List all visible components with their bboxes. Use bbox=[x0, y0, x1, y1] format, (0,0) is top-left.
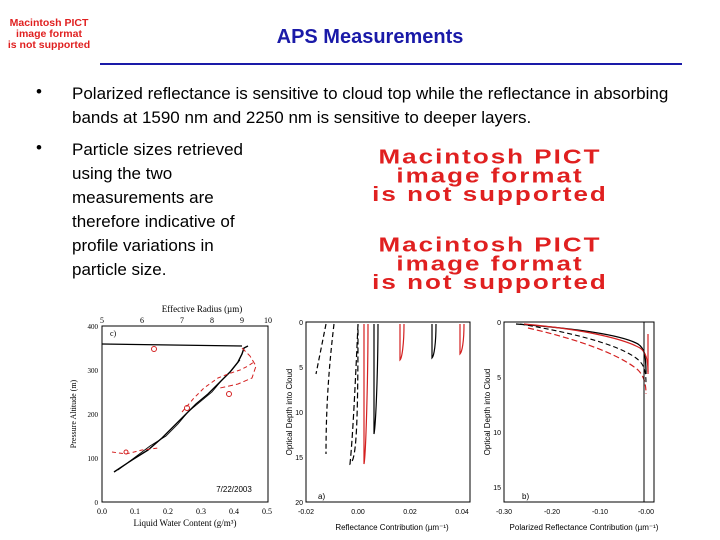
y-tick: 5 bbox=[299, 365, 303, 372]
y-tick: 10 bbox=[493, 430, 501, 437]
y-tick: 20 bbox=[295, 500, 303, 507]
data-point bbox=[226, 391, 232, 397]
top-tick: 6 bbox=[140, 316, 144, 325]
x-tick: -0.00 bbox=[638, 509, 654, 516]
bottom-tick: 0.0 bbox=[97, 507, 107, 516]
polarized-curve-red bbox=[523, 323, 649, 373]
polarized-curve bbox=[519, 323, 647, 385]
y-tick: 200 bbox=[88, 411, 99, 419]
top-tick: 9 bbox=[240, 316, 244, 325]
slide-title: APS Measurements bbox=[276, 26, 464, 48]
x-tick: -0.20 bbox=[544, 509, 560, 516]
x-axis-label: Reflectance Contribution (µm⁻¹) bbox=[335, 523, 449, 532]
x-tick: 0.04 bbox=[455, 509, 469, 516]
top-tick: 10 bbox=[264, 316, 272, 325]
panel-label: c) bbox=[110, 329, 117, 338]
bullet-text: Polarized reflectance is sensitive to cl… bbox=[72, 84, 669, 127]
y-axis-label: Optical Depth into Cloud bbox=[483, 369, 492, 456]
data-point bbox=[123, 449, 129, 455]
reflectance-curve bbox=[431, 323, 437, 360]
top-axis-label: Effective Radius (µm) bbox=[162, 304, 243, 314]
pict-placeholder-small: Macintosh PICT image format is not suppo… bbox=[4, 17, 94, 52]
reflectance-curve-red bbox=[399, 323, 405, 362]
profile-trace bbox=[101, 343, 243, 347]
reflectance-curve bbox=[373, 323, 379, 435]
y-tick: 100 bbox=[88, 455, 99, 463]
y-tick: 15 bbox=[295, 455, 303, 462]
profile-trace-red bbox=[181, 361, 255, 413]
bottom-tick: 0.5 bbox=[262, 507, 272, 516]
bottom-tick: 0.4 bbox=[229, 507, 239, 516]
bullet-marker: • bbox=[36, 82, 42, 101]
profile-trace bbox=[117, 359, 241, 471]
panel-label: a) bbox=[318, 492, 325, 501]
bullet-text: Particle sizes retrieved using the two m… bbox=[72, 140, 244, 279]
date-label: 7/22/2003 bbox=[216, 485, 252, 494]
pict-placeholder-large: Macintosh PICT image format is not suppo… bbox=[288, 232, 692, 294]
title-rule bbox=[100, 63, 682, 65]
data-point bbox=[151, 346, 157, 352]
bottom-axis-label: Liquid Water Content (g/m³) bbox=[133, 518, 236, 528]
pict-line: image format bbox=[396, 251, 584, 275]
reflectance-plot: Optical Depth into Cloud 0 5 10 15 20 -0… bbox=[285, 320, 471, 532]
x-tick: -0.02 bbox=[298, 509, 314, 516]
bottom-tick: 0.2 bbox=[163, 507, 173, 516]
y-tick: 5 bbox=[497, 375, 501, 382]
pict-line: Macintosh PICT bbox=[378, 232, 602, 257]
reflectance-curve bbox=[349, 323, 359, 466]
plot-frame bbox=[101, 325, 269, 503]
y-tick: 10 bbox=[295, 410, 303, 417]
pict-placeholder-large: Macintosh PICT image format is not suppo… bbox=[288, 144, 692, 206]
bullet-marker: • bbox=[36, 138, 42, 157]
profile-trace-red bbox=[111, 447, 159, 455]
panel-label: b) bbox=[522, 492, 529, 501]
y-axis-label: Pressure Altitude (m) bbox=[69, 379, 78, 448]
x-tick: -0.30 bbox=[496, 509, 512, 516]
polarized-plot: Optical Depth into Cloud 0 5 10 15 -0.30… bbox=[483, 320, 659, 532]
top-tick: 8 bbox=[210, 316, 214, 325]
y-tick: 0 bbox=[497, 320, 501, 327]
x-axis-label: Polarized Reflectance Contribution (µm⁻¹… bbox=[510, 523, 659, 532]
plot-frame bbox=[503, 321, 655, 503]
bottom-tick: 0.3 bbox=[196, 507, 206, 516]
data-point bbox=[184, 405, 190, 411]
y-axis-label: Optical Depth into Cloud bbox=[285, 369, 294, 456]
reflectance-curve bbox=[315, 323, 327, 375]
pict-line: Macintosh PICT bbox=[9, 17, 89, 29]
y-tick: 0 bbox=[95, 499, 99, 507]
pict-line: is not supported bbox=[7, 39, 91, 52]
profile-plot: Effective Radius (µm) 5 6 7 8 9 10 c) 40… bbox=[69, 304, 272, 528]
y-tick: 15 bbox=[493, 485, 501, 492]
plot-frame bbox=[305, 321, 471, 503]
pict-line: is not supported bbox=[372, 182, 608, 206]
x-tick: 0.02 bbox=[403, 509, 417, 516]
profile-trace bbox=[113, 345, 249, 473]
pict-line: image format bbox=[396, 163, 584, 187]
pict-line: Macintosh PICT bbox=[378, 144, 602, 169]
profile-trace-red bbox=[219, 347, 257, 389]
x-tick: 0.00 bbox=[351, 509, 365, 516]
reflectance-curve bbox=[325, 323, 335, 455]
reflectance-curve-red bbox=[459, 323, 465, 356]
x-tick: -0.10 bbox=[592, 509, 608, 516]
pict-line: image format bbox=[16, 28, 82, 41]
top-tick: 5 bbox=[100, 316, 104, 325]
y-tick: 400 bbox=[88, 323, 99, 331]
bottom-tick: 0.1 bbox=[130, 507, 140, 516]
pict-line: is not supported bbox=[372, 270, 608, 294]
top-tick: 7 bbox=[180, 316, 184, 325]
y-tick: 300 bbox=[88, 367, 99, 375]
reflectance-curve-red bbox=[363, 323, 369, 465]
y-tick: 0 bbox=[299, 320, 303, 327]
